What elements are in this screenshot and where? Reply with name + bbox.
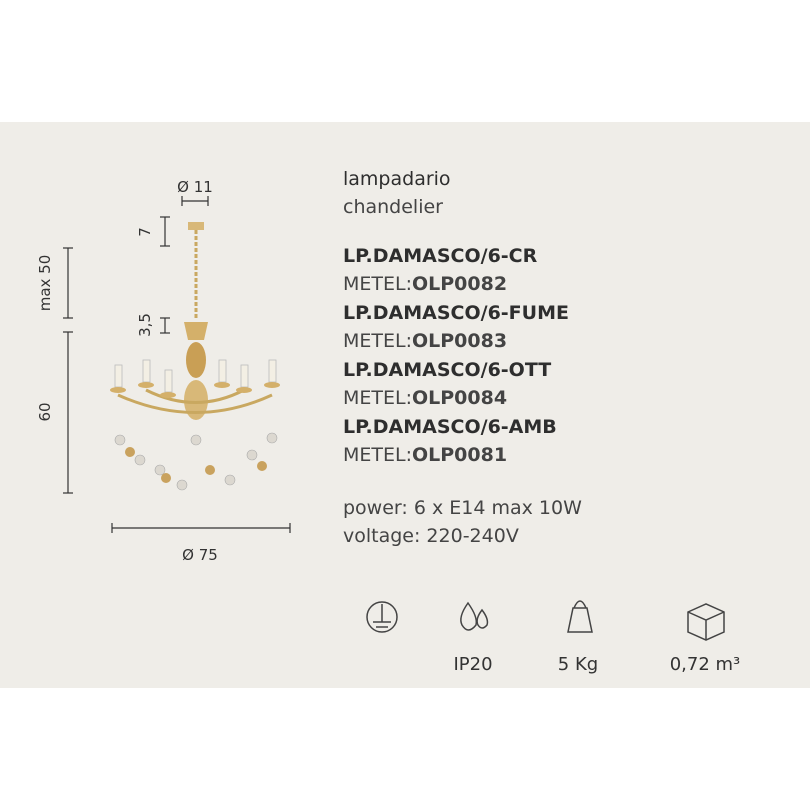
model-name: LP.DAMASCO/6-OTT [343,359,552,381]
panel [0,122,810,688]
title: lampadario [343,168,451,190]
icon-label: 0,72 m³ [669,654,741,675]
model-name: LP.DAMASCO/6-AMB [343,416,557,438]
dim-label: Ø 11 [177,178,213,196]
icon-label: IP20 [453,654,493,675]
model-code-line: METEL:OLP0084 [343,387,507,409]
chandelier [110,222,280,491]
code: OLP0083 [412,330,508,352]
code: OLP0084 [412,387,508,409]
voltage: voltage: 220-240V [343,525,519,547]
code: OLP0081 [412,444,508,466]
code: OLP0082 [412,273,508,295]
dim-label: 3,5 [136,313,154,337]
dim-label: 60 [36,402,54,421]
code-label: METEL: [343,330,412,352]
icons [366,600,725,641]
model-name: LP.DAMASCO/6-CR [343,245,538,267]
icon-label: 5 Kg [557,654,599,675]
power: power: 6 x E14 max 10W [343,497,582,519]
code-label: METEL: [343,273,412,295]
model-code-line: METEL:OLP0082 [343,273,507,295]
model-name: LP.DAMASCO/6-FUME [343,302,569,324]
dimension-lines [63,196,291,533]
dim-label: max 50 [36,255,54,312]
dim-label: Ø 75 [182,546,218,564]
model-code-line: METEL:OLP0081 [343,444,507,466]
model-code-line: METEL:OLP0083 [343,330,507,352]
subtitle: chandelier [343,196,443,218]
code-label: METEL: [343,387,412,409]
dim-label: 7 [136,227,154,237]
code-label: METEL: [343,444,412,466]
